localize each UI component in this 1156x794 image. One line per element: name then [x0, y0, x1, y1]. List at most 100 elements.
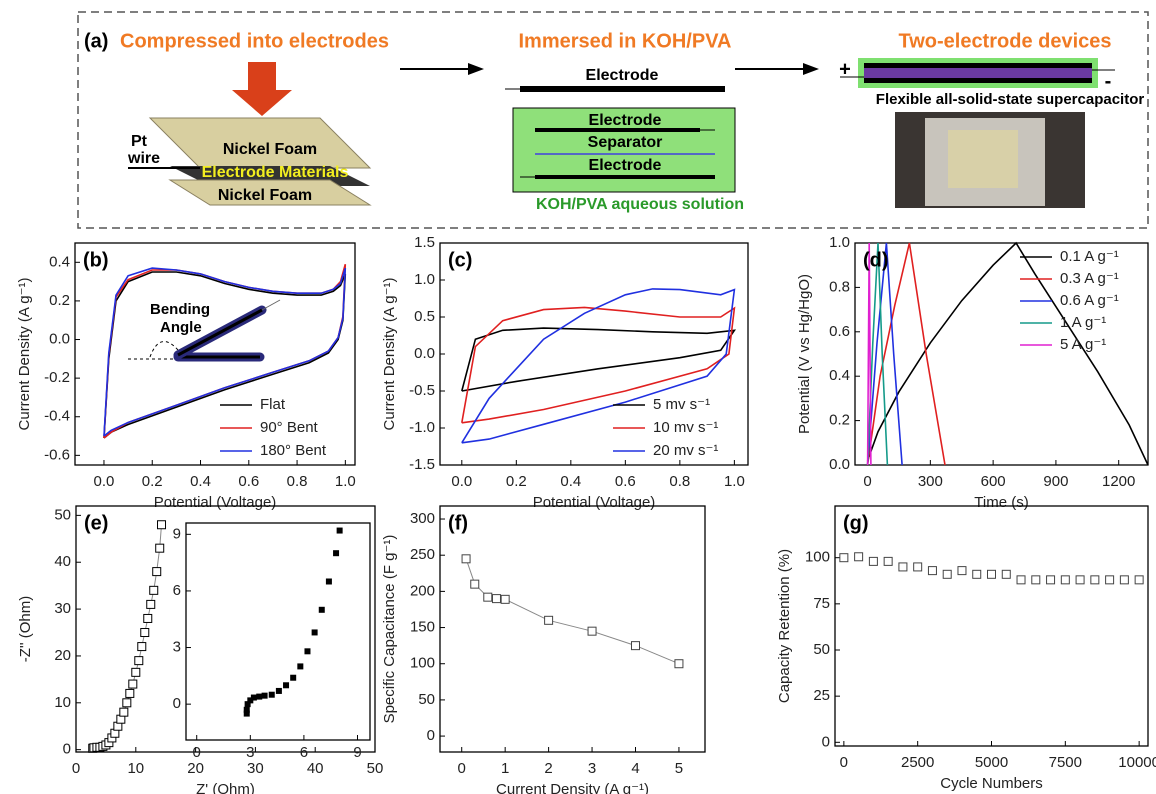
marker [134, 656, 144, 666]
annotation: Bending [150, 301, 210, 318]
marker [972, 569, 982, 579]
legend-label: 0.1 A g⁻¹ [1060, 248, 1119, 265]
solution-label: KOH/PVA aqueous solution [536, 196, 744, 213]
bending-sketch [128, 299, 281, 362]
y-tick-label: 50 [54, 506, 71, 523]
x-tick-label: 1.0 [724, 473, 745, 490]
y-tick-label: 200 [410, 582, 435, 599]
panel-label: (f) [448, 512, 468, 534]
marker [587, 626, 597, 636]
nickel-foam [148, 117, 372, 169]
marker [883, 556, 893, 566]
marker [470, 579, 480, 589]
x-tick-label: 0.2 [506, 473, 527, 490]
x-tick-label: 9 [353, 744, 361, 761]
legend-label: 0.3 A g⁻¹ [1060, 270, 1119, 287]
y-tick-label: -0.5 [409, 382, 435, 399]
marker [898, 562, 908, 572]
panel-label: (c) [448, 249, 472, 271]
series-line [866, 242, 946, 466]
step-title: Compressed into electrodes [120, 30, 389, 52]
y-tick-label: 0.0 [49, 330, 70, 347]
legend-label: 0.6 A g⁻¹ [1060, 292, 1119, 309]
layer-label: Nickel Foam [218, 187, 312, 204]
series-line [866, 242, 872, 466]
y-axis-title: Current Density (A g⁻¹) [381, 278, 398, 431]
y-tick-label: -0.6 [44, 446, 70, 463]
y-tick-label: 0.0 [414, 345, 435, 362]
x-tick-label: 1 [501, 760, 509, 777]
x-axis-title: Time (s) [974, 494, 1028, 511]
y-tick-label: 20 [54, 647, 71, 664]
x-tick-label: 4 [631, 760, 639, 777]
x-tick-label: 0 [193, 744, 201, 761]
x-tick-label: 10000 [1118, 754, 1156, 771]
marker [250, 694, 257, 701]
plot-frame [74, 242, 356, 466]
y-tick-label: 0.2 [829, 412, 850, 429]
series-line [103, 267, 347, 437]
y-tick-label: 0.2 [49, 292, 70, 309]
y-tick-label: 0.8 [829, 278, 850, 295]
electrode-label: Electrode [589, 112, 662, 129]
y-tick-label: 100 [410, 655, 435, 672]
electrode-label: Electrode [589, 157, 662, 174]
annotation: Angle [160, 319, 202, 336]
y-tick-label: 1.5 [414, 234, 435, 251]
y-tick-label: 0.4 [49, 253, 70, 270]
marker [297, 663, 304, 670]
marker [122, 698, 132, 708]
y-axis-title: -Z'' (Ohm) [17, 596, 34, 663]
nickel-foam [168, 179, 372, 206]
x-tick-label: 0.2 [142, 473, 163, 490]
layer-label: Electrode Materials [202, 164, 349, 181]
marker [137, 642, 147, 652]
x-tick-label: 300 [918, 473, 943, 490]
y-tick-label: 0 [427, 727, 435, 744]
panel-a-frame [77, 11, 1149, 229]
panel-label: (g) [843, 512, 869, 534]
marker [987, 569, 996, 579]
marker [325, 578, 332, 585]
series-line [461, 288, 736, 444]
y-tick-label: 0.0 [829, 456, 850, 473]
legend-label: 5 mv s⁻¹ [653, 396, 710, 413]
marker [868, 556, 878, 566]
marker [268, 691, 275, 698]
x-tick-label: 10 [127, 760, 144, 777]
x-tick-label: 0.8 [287, 473, 308, 490]
marker [957, 566, 967, 576]
layer-label: Nickel Foam [223, 141, 317, 158]
legend-label: 20 mv s⁻¹ [653, 442, 718, 459]
press-arrow [232, 62, 292, 116]
series-line [866, 242, 903, 466]
marker [1016, 575, 1026, 585]
device-caption: Flexible all-solid-state supercapacitor [876, 91, 1145, 108]
marker [1090, 575, 1100, 585]
marker [630, 641, 640, 651]
marker [290, 674, 297, 681]
y-tick-label: 0 [173, 695, 181, 712]
x-axis-title: Cycle Numbers [940, 775, 1043, 792]
marker [261, 692, 268, 699]
panel-label: (d) [863, 249, 889, 271]
y-tick-label: 250 [410, 546, 435, 563]
x-tick-label: 0.4 [560, 473, 581, 490]
x-tick-label: 600 [981, 473, 1006, 490]
marker [128, 679, 138, 689]
y-axis-title: Potential (V vs Hg/HgO) [796, 274, 813, 434]
y-tick-label: -0.2 [44, 369, 70, 386]
series-line [866, 241, 1149, 466]
y-tick-label: -0.4 [44, 408, 70, 425]
x-tick-label: 0.6 [238, 473, 259, 490]
x-axis-title: Potential (Voltage) [154, 494, 277, 511]
y-axis-title: Current Density (A g⁻¹) [16, 278, 33, 431]
y-tick-label: 25 [813, 687, 830, 704]
marker [1046, 575, 1056, 585]
electrode-label: Electrode [586, 67, 659, 84]
plot-frame [185, 522, 371, 741]
y-tick-label: 3 [173, 639, 181, 656]
plot-frame [75, 505, 376, 753]
y-tick-label: 9 [173, 525, 181, 542]
y-axis-title: Specific Capacitance (F g⁻¹) [381, 535, 398, 724]
